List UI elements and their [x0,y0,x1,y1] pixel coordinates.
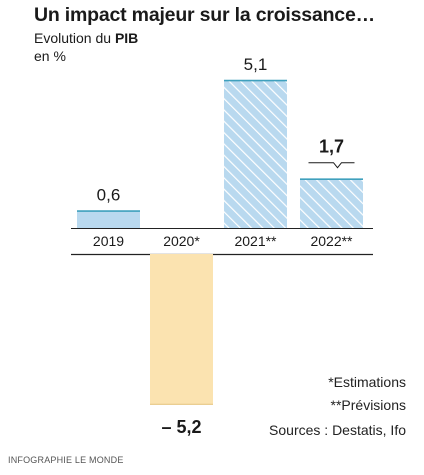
note-sources: Sources : Destatis, Ifo [269,422,406,438]
category-label-2021**: 2021** [234,233,277,249]
category-label-2020*: 2020* [163,233,200,249]
bar-2019 [77,210,140,228]
credit-line: INFOGRAPHIE LE MONDE [8,455,124,465]
value-label-2021**: 5,1 [244,55,268,74]
subtitle-bold: PIB [114,30,139,46]
callout-pointer [308,162,355,169]
unit-label: en % [34,48,66,64]
value-label-2019: 0,6 [97,186,121,205]
bar-2021** [224,80,287,228]
category-label-2019: 2019 [93,233,124,249]
note-estimations: *Estimations [328,374,406,390]
bar-2020* [150,254,213,405]
bar-2022** [300,178,363,228]
category-label-2022**: 2022** [310,233,353,249]
subtitle-prefix: Evolution du [34,30,115,46]
value-label-2020*: – 5,2 [161,417,201,437]
value-label-2022**: 1,7 [319,137,344,157]
chart-title: Un impact majeur sur la croissance… [34,4,375,26]
chart-subtitle: Evolution du PIB [34,30,138,46]
note-previsions: **Prévisions [330,397,406,413]
